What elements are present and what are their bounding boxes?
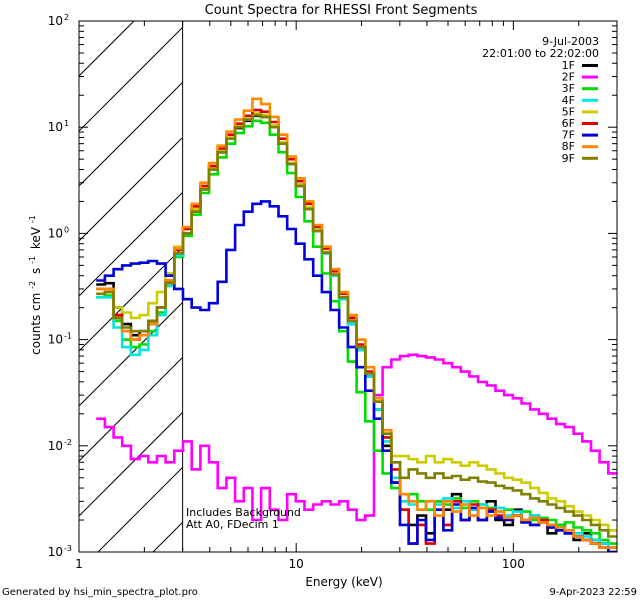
- hatched-region: [79, 21, 184, 552]
- time-range-label: 22:01:00 to 22:02:00: [482, 47, 599, 60]
- y-tick-label-base: 10: [48, 545, 63, 559]
- y-tick-label-exponent: 2: [64, 13, 69, 22]
- y-axis-label-sup: -2: [28, 281, 37, 289]
- x-tick-label: 1: [75, 557, 83, 571]
- y-tick-label: 10: [48, 333, 63, 347]
- hatch-line: [79, 82, 183, 187]
- y-axis-label-sup: -1: [28, 256, 37, 264]
- hatch-line: [79, 357, 183, 462]
- y-axis-label-part: s: [29, 268, 43, 274]
- series-line-7f: [96, 200, 617, 552]
- legend-label: 7F: [562, 129, 575, 142]
- y-tick-label: 10: [48, 120, 63, 134]
- y-tick-label-base: 10: [48, 14, 63, 28]
- x-axis-label: Energy (keV): [305, 575, 382, 589]
- series-line-2f: [96, 353, 617, 522]
- date-label: 9-Jul-2003: [542, 35, 599, 48]
- hatch-line: [79, 412, 183, 517]
- legend-label: 8F: [562, 140, 575, 153]
- series-lines: [96, 97, 617, 552]
- hatch-line: [79, 137, 183, 242]
- legend-label: 1F: [562, 59, 575, 72]
- hatch-line: [152, 522, 183, 552]
- y-axis-label: counts cm -2 s -1 keV -1: [24, 215, 43, 355]
- y-tick-label-base: 10: [48, 439, 63, 453]
- legend-label: 2F: [562, 71, 575, 84]
- legend-label: 6F: [562, 117, 575, 130]
- y-tick-label: 10: [48, 14, 63, 28]
- hatch-line: [79, 27, 183, 132]
- legend-label: 4F: [562, 94, 575, 107]
- y-tick-label: 10: [48, 545, 63, 559]
- y-tick-label: 10: [48, 439, 63, 453]
- hatch-line: [79, 21, 80, 22]
- y-axis-label-part: counts cm: [29, 293, 43, 355]
- y-tick-label-exponent: -2: [64, 438, 72, 447]
- legend-label: 9F: [562, 152, 575, 165]
- y-tick-label-exponent: 1: [64, 119, 69, 128]
- x-tick-label: 100: [502, 557, 525, 571]
- footer-timestamp: 9-Apr-2023 22:59: [550, 587, 637, 598]
- annotation-background: Includes Background: [186, 506, 301, 519]
- footer-generator: Generated by hsi_min_spectra_plot.pro: [2, 587, 198, 598]
- y-tick-label-base: 10: [48, 226, 63, 240]
- legend-label: 5F: [562, 105, 575, 118]
- y-tick-label-base: 10: [48, 333, 63, 347]
- chart-title: Count Spectra for RHESSI Front Segments: [205, 3, 478, 18]
- hatch-line: [79, 21, 135, 77]
- plot-frame: [78, 20, 618, 553]
- legend-label: 3F: [562, 82, 575, 95]
- y-tick-label-exponent: -1: [64, 332, 72, 341]
- hatch-line: [97, 467, 183, 552]
- y-tick-label-base: 10: [48, 120, 63, 134]
- annotation-attenuator: Att A0, FDecim 1: [186, 518, 279, 531]
- series-line-9f: [96, 113, 617, 538]
- y-axis-label-sup: -1: [28, 215, 37, 223]
- x-tick-label: 10: [289, 557, 304, 571]
- y-tick-label-exponent: -3: [64, 544, 72, 553]
- y-tick-label: 10: [48, 226, 63, 240]
- y-tick-label-exponent: 0: [64, 225, 69, 234]
- minor-ticks: [78, 20, 618, 553]
- y-axis-label-part: keV: [29, 226, 43, 249]
- hatch-line: [79, 192, 183, 297]
